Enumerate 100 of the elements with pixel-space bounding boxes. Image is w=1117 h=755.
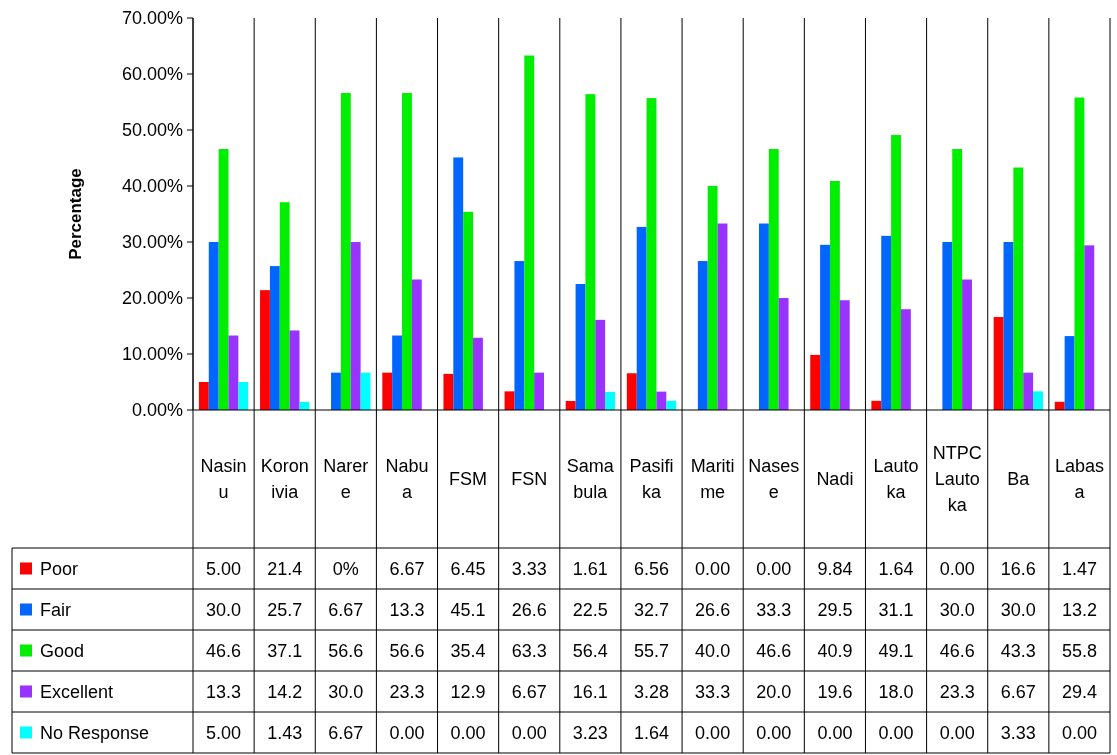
data-label: 21.4 bbox=[267, 558, 303, 579]
data-label: 3.33 bbox=[511, 558, 547, 579]
x-tick-label: Nabua bbox=[385, 456, 429, 503]
legend-label: Fair bbox=[40, 599, 71, 620]
data-label: 40.0 bbox=[695, 640, 731, 661]
x-tick-label: Ba bbox=[1007, 469, 1031, 490]
data-label: 1.43 bbox=[267, 722, 303, 743]
bar bbox=[829, 180, 840, 410]
data-label: 23.3 bbox=[389, 681, 425, 702]
bar bbox=[1074, 97, 1085, 410]
data-label: 56.4 bbox=[572, 640, 608, 661]
data-label: 1.47 bbox=[1061, 558, 1097, 579]
data-label: 0.00 bbox=[878, 722, 914, 743]
bar bbox=[952, 149, 963, 410]
bar bbox=[778, 298, 789, 410]
data-label: 26.6 bbox=[695, 599, 731, 620]
data-label: 0% bbox=[332, 558, 359, 579]
bar bbox=[534, 372, 545, 410]
bar bbox=[289, 330, 300, 410]
data-label: 30.0 bbox=[206, 599, 242, 620]
bar bbox=[605, 391, 616, 410]
bar bbox=[585, 94, 596, 410]
data-label: 30.0 bbox=[328, 681, 364, 702]
bar bbox=[443, 373, 454, 410]
bar bbox=[1003, 242, 1014, 410]
data-label: 6.67 bbox=[328, 599, 364, 620]
data-label: 0.00 bbox=[511, 722, 547, 743]
data-label: 0.00 bbox=[756, 722, 792, 743]
x-tick-label: Narere bbox=[323, 456, 369, 503]
x-tick-label: Nasese bbox=[748, 456, 800, 503]
data-label: 0.00 bbox=[1061, 722, 1097, 743]
x-tick-label: NTPC Lautoka bbox=[932, 443, 982, 516]
data-label: 6.67 bbox=[328, 722, 364, 743]
data-label: 30.0 bbox=[939, 599, 975, 620]
legend-label: Poor bbox=[40, 558, 79, 579]
x-tick-label: Pasifika bbox=[629, 456, 674, 503]
data-label: 3.23 bbox=[572, 722, 608, 743]
bar bbox=[198, 382, 209, 410]
bar bbox=[891, 135, 901, 410]
bar bbox=[768, 149, 779, 410]
y-axis-title: Percentage bbox=[66, 168, 85, 260]
data-label: 1.64 bbox=[878, 558, 914, 579]
x-tick-label: FSN bbox=[511, 469, 548, 490]
bar bbox=[717, 223, 728, 410]
data-label: 6.45 bbox=[450, 558, 486, 579]
data-label: 45.1 bbox=[450, 599, 486, 620]
data-label: 55.8 bbox=[1061, 640, 1097, 661]
bar bbox=[218, 149, 229, 410]
data-label: 26.6 bbox=[511, 599, 547, 620]
data-label: 33.3 bbox=[695, 681, 731, 702]
bar bbox=[697, 261, 708, 410]
x-tick-label: Maritime bbox=[690, 456, 735, 503]
y-tick-label: 30.00% bbox=[121, 232, 183, 253]
bar bbox=[1023, 372, 1034, 410]
bar bbox=[1064, 336, 1075, 410]
data-label: 12.9 bbox=[450, 681, 486, 702]
data-label: 0.00 bbox=[389, 722, 425, 743]
bar bbox=[820, 244, 830, 410]
data-label: 35.4 bbox=[450, 640, 486, 661]
y-tick-label: 0.00% bbox=[131, 400, 183, 421]
data-label: 20.0 bbox=[756, 681, 792, 702]
data-label: 16.6 bbox=[1000, 558, 1036, 579]
bar bbox=[514, 261, 525, 410]
bar bbox=[900, 309, 911, 410]
data-label: 16.1 bbox=[572, 681, 608, 702]
x-tick-label: Lautoka bbox=[873, 456, 919, 503]
data-label: 18.0 bbox=[878, 681, 914, 702]
data-label: 14.2 bbox=[267, 681, 303, 702]
data-label: 0.00 bbox=[450, 722, 486, 743]
x-tick-label: Nasinu bbox=[200, 456, 247, 503]
data-label: 9.84 bbox=[817, 558, 853, 579]
data-label: 0.00 bbox=[939, 722, 975, 743]
data-label: 23.3 bbox=[939, 681, 975, 702]
data-label: 5.00 bbox=[206, 722, 242, 743]
bar bbox=[269, 266, 280, 410]
data-label: 29.5 bbox=[817, 599, 853, 620]
bar bbox=[350, 242, 361, 410]
bar bbox=[636, 226, 647, 410]
bar bbox=[758, 223, 769, 410]
data-label: 30.0 bbox=[1000, 599, 1036, 620]
data-label: 6.56 bbox=[633, 558, 670, 579]
data-label: 33.3 bbox=[756, 599, 792, 620]
y-tick-label: 70.00% bbox=[121, 8, 183, 29]
data-label: 13.3 bbox=[206, 681, 242, 702]
legend-label: Good bbox=[40, 640, 85, 661]
data-label: 55.7 bbox=[633, 640, 670, 661]
bar bbox=[839, 300, 850, 410]
data-label: 0.00 bbox=[939, 558, 975, 579]
data-label: 0.00 bbox=[817, 722, 853, 743]
data-label: 13.2 bbox=[1061, 599, 1097, 620]
data-label: 0.00 bbox=[756, 558, 792, 579]
data-label: 1.64 bbox=[633, 722, 670, 743]
data-label: 46.6 bbox=[939, 640, 975, 661]
data-label: 3.33 bbox=[1000, 722, 1036, 743]
data-label: 13.3 bbox=[389, 599, 425, 620]
bar bbox=[340, 93, 351, 410]
data-label: 56.6 bbox=[328, 640, 364, 661]
bar bbox=[260, 290, 270, 410]
bar bbox=[707, 186, 718, 410]
x-tick-label: FSM bbox=[449, 469, 488, 490]
